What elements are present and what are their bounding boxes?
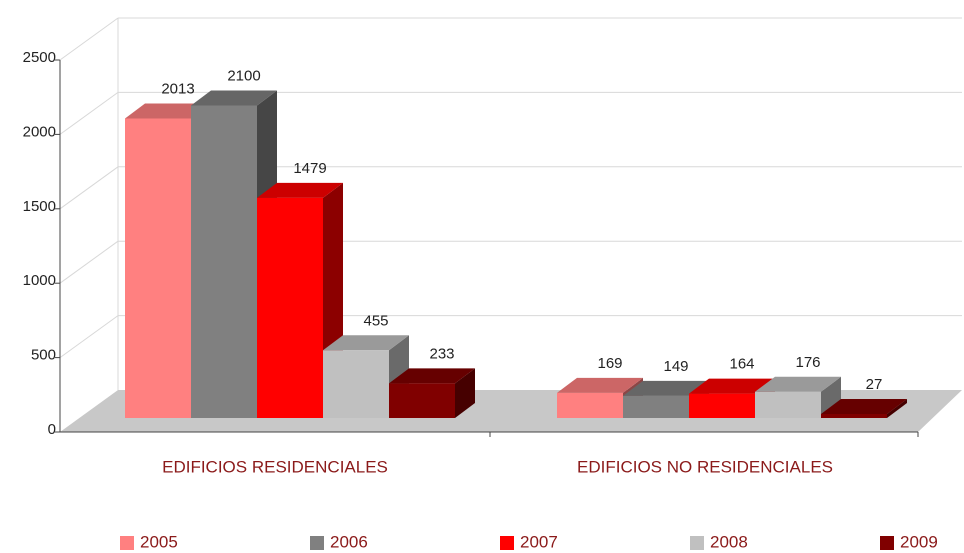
legend-swatch [120,536,134,550]
y-tick-label: 2500 [23,49,56,66]
bar [821,398,907,418]
bar-top [689,378,775,394]
legend-swatch [500,536,514,550]
bar-top [389,368,475,384]
value-label: 149 [663,358,688,375]
y-tick-label: 0 [48,421,56,438]
bar-side [455,368,475,418]
grid-line [59,240,119,284]
grid-line [59,17,119,61]
bar-top [557,377,643,393]
bar-front [125,118,191,418]
legend-swatch [690,536,704,550]
bar-top [323,335,409,351]
bar-front [689,393,755,418]
legend-swatch [880,536,894,550]
bar-top [257,182,343,198]
bar [755,376,841,418]
grid-line [59,166,119,210]
legend-swatch [310,536,324,550]
y-tick-label: 500 [31,347,56,364]
legend-label: 2007 [520,532,558,551]
bar-top [755,376,841,392]
y-tick-label: 1500 [23,198,56,215]
legend-label: 2005 [140,532,178,551]
y-tick-label: 2000 [23,123,56,140]
bar-front [623,395,689,418]
value-label: 164 [729,356,754,373]
x-tick-label: EDIFICIOS NO RESIDENCIALES [577,457,833,476]
legend-label: 2008 [710,532,748,551]
bar-front [191,105,257,419]
bar-front [389,383,455,418]
value-label: 27 [866,376,883,393]
bar-top [821,398,907,414]
bar-top [623,380,709,396]
value-label: 455 [363,312,388,329]
bar-side [887,398,907,418]
bar-side [821,376,841,418]
x-tick-label: EDIFICIOS RESIDENCIALES [162,457,388,476]
bar-front [257,197,323,418]
grid-line [59,315,119,359]
bar-front [557,392,623,418]
legend-label: 2006 [330,532,368,551]
value-label: 233 [429,345,454,362]
value-label: 2100 [227,67,260,84]
y-tick-label: 1000 [23,272,56,289]
value-label: 2013 [161,80,194,97]
value-label: 169 [597,355,622,372]
bar-top [125,103,211,119]
bar-front [755,391,821,418]
legend-label: 2009 [900,532,938,551]
value-label: 176 [795,354,820,371]
bar-top [191,90,277,106]
bar-front [821,413,887,418]
grid-line [59,91,119,135]
bar [389,368,475,418]
value-label: 1479 [293,160,326,177]
bar-front [323,350,389,418]
